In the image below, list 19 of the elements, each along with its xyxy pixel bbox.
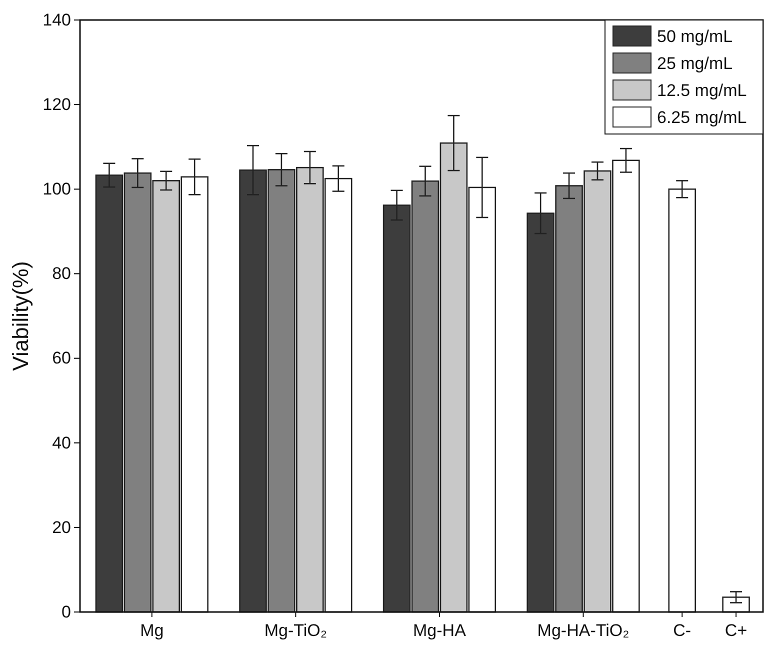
y-tick-label: 40 [52, 433, 71, 452]
y-tick-label: 0 [62, 602, 71, 622]
legend-label: 12.5 mg/mL [657, 81, 747, 100]
x-tick-label: Mg-TiO₂ [264, 621, 328, 640]
y-axis-title: Viability(%) [8, 261, 33, 371]
x-tick-label: Mg [140, 621, 164, 640]
y-tick-label: 60 [52, 348, 71, 368]
x-tick-label: Mg-HA [413, 621, 467, 640]
legend-label: 25 mg/mL [657, 54, 733, 73]
x-tick-label: C+ [724, 621, 748, 640]
x-tick-label: Mg-HA-TiO₂ [537, 621, 630, 640]
y-tick-label: 100 [42, 180, 71, 199]
y-tick-label: 140 [42, 10, 71, 30]
legend-label: 50 mg/mL [657, 27, 733, 46]
y-tick-label: 20 [52, 518, 71, 537]
y-tick-label: 120 [42, 95, 71, 114]
x-tick-label: C- [673, 621, 692, 640]
y-tick-label: 80 [52, 264, 71, 284]
legend-label: 6.25 mg/mL [657, 108, 747, 127]
